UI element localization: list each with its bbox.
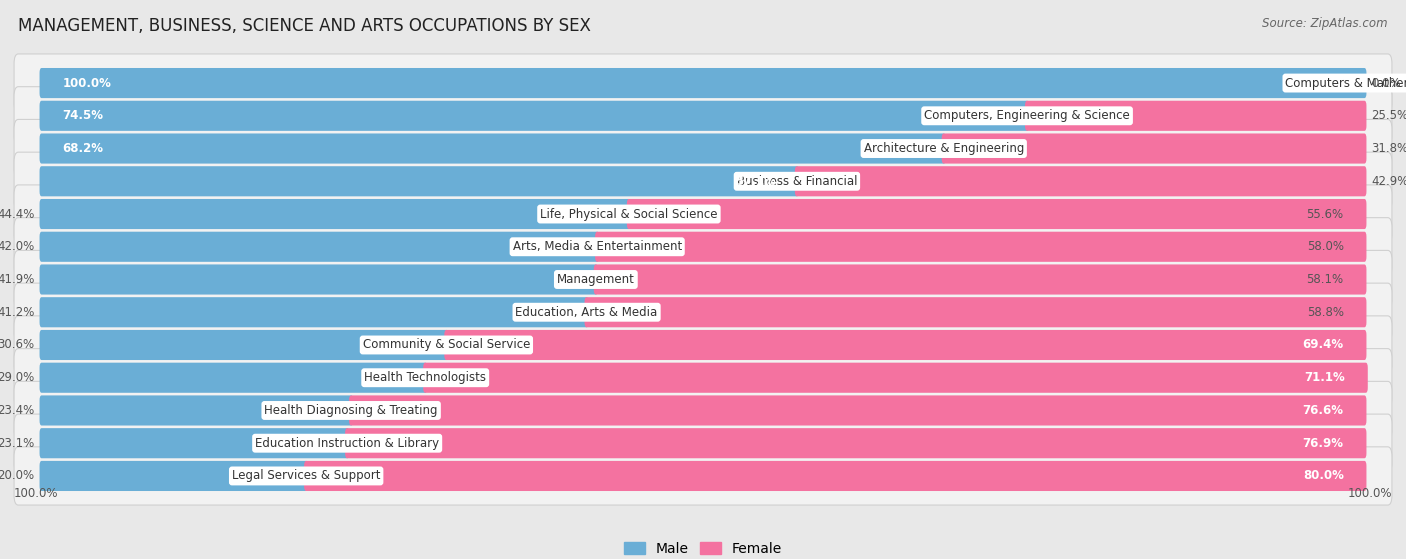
FancyBboxPatch shape [1025,101,1367,131]
Text: Community & Social Service: Community & Social Service [363,339,530,352]
FancyBboxPatch shape [14,316,1392,374]
FancyBboxPatch shape [39,395,353,425]
Text: 58.0%: 58.0% [1306,240,1344,253]
Text: 58.8%: 58.8% [1306,306,1344,319]
FancyBboxPatch shape [39,199,631,229]
FancyBboxPatch shape [14,87,1392,145]
FancyBboxPatch shape [14,54,1392,112]
Text: 0.0%: 0.0% [1371,77,1400,89]
FancyBboxPatch shape [794,166,1367,196]
Text: Education Instruction & Library: Education Instruction & Library [254,437,439,449]
Text: 76.9%: 76.9% [1303,437,1344,449]
Text: Computers, Engineering & Science: Computers, Engineering & Science [924,110,1130,122]
Text: 55.6%: 55.6% [1306,207,1344,220]
FancyBboxPatch shape [593,264,1367,295]
Text: 29.0%: 29.0% [0,371,35,384]
FancyBboxPatch shape [344,428,1367,458]
FancyBboxPatch shape [14,447,1392,505]
Text: 23.4%: 23.4% [0,404,35,417]
Text: 57.1%: 57.1% [735,175,776,188]
Text: 71.1%: 71.1% [1305,371,1346,384]
Text: 25.5%: 25.5% [1371,110,1406,122]
FancyBboxPatch shape [349,395,1367,425]
Text: 20.0%: 20.0% [0,470,35,482]
FancyBboxPatch shape [39,428,349,458]
FancyBboxPatch shape [595,231,1367,262]
Text: 42.9%: 42.9% [1371,175,1406,188]
Text: Health Technologists: Health Technologists [364,371,486,384]
FancyBboxPatch shape [39,264,598,295]
Text: 42.0%: 42.0% [0,240,35,253]
FancyBboxPatch shape [304,461,1367,491]
Text: Computers & Mathematics: Computers & Mathematics [1285,77,1406,89]
FancyBboxPatch shape [14,381,1392,439]
Text: Architecture & Engineering: Architecture & Engineering [863,142,1024,155]
FancyBboxPatch shape [627,199,1367,229]
FancyBboxPatch shape [39,134,946,164]
FancyBboxPatch shape [39,461,308,491]
Text: MANAGEMENT, BUSINESS, SCIENCE AND ARTS OCCUPATIONS BY SEX: MANAGEMENT, BUSINESS, SCIENCE AND ARTS O… [18,17,591,35]
Text: 80.0%: 80.0% [1303,470,1344,482]
FancyBboxPatch shape [423,363,1368,393]
Text: 44.4%: 44.4% [0,207,35,220]
Legend: Male, Female: Male, Female [619,536,787,559]
FancyBboxPatch shape [14,250,1392,309]
FancyBboxPatch shape [39,166,799,196]
Text: 100.0%: 100.0% [14,487,59,500]
FancyBboxPatch shape [14,185,1392,243]
FancyBboxPatch shape [14,152,1392,210]
Text: Source: ZipAtlas.com: Source: ZipAtlas.com [1263,17,1388,30]
FancyBboxPatch shape [39,297,589,328]
FancyBboxPatch shape [39,330,449,360]
FancyBboxPatch shape [39,231,599,262]
Text: Education, Arts & Media: Education, Arts & Media [516,306,658,319]
Text: 100.0%: 100.0% [1347,487,1392,500]
Text: Management: Management [557,273,634,286]
FancyBboxPatch shape [14,283,1392,342]
Text: Health Diagnosing & Treating: Health Diagnosing & Treating [264,404,437,417]
FancyBboxPatch shape [39,101,1029,131]
FancyBboxPatch shape [942,134,1367,164]
FancyBboxPatch shape [14,217,1392,276]
FancyBboxPatch shape [585,297,1367,328]
FancyBboxPatch shape [444,330,1367,360]
Text: Arts, Media & Entertainment: Arts, Media & Entertainment [513,240,682,253]
Text: 41.9%: 41.9% [0,273,35,286]
Text: Legal Services & Support: Legal Services & Support [232,470,381,482]
Text: 68.2%: 68.2% [62,142,103,155]
Text: 41.2%: 41.2% [0,306,35,319]
FancyBboxPatch shape [39,363,427,393]
FancyBboxPatch shape [14,349,1392,407]
Text: 74.5%: 74.5% [62,110,103,122]
FancyBboxPatch shape [14,120,1392,178]
Text: 100.0%: 100.0% [62,77,111,89]
Text: 23.1%: 23.1% [0,437,35,449]
Text: Business & Financial: Business & Financial [737,175,858,188]
FancyBboxPatch shape [14,414,1392,472]
Text: Life, Physical & Social Science: Life, Physical & Social Science [540,207,717,220]
Text: 31.8%: 31.8% [1371,142,1406,155]
Text: 76.6%: 76.6% [1303,404,1344,417]
Text: 30.6%: 30.6% [0,339,35,352]
Text: 58.1%: 58.1% [1306,273,1344,286]
Text: 69.4%: 69.4% [1302,339,1344,352]
FancyBboxPatch shape [39,68,1367,98]
